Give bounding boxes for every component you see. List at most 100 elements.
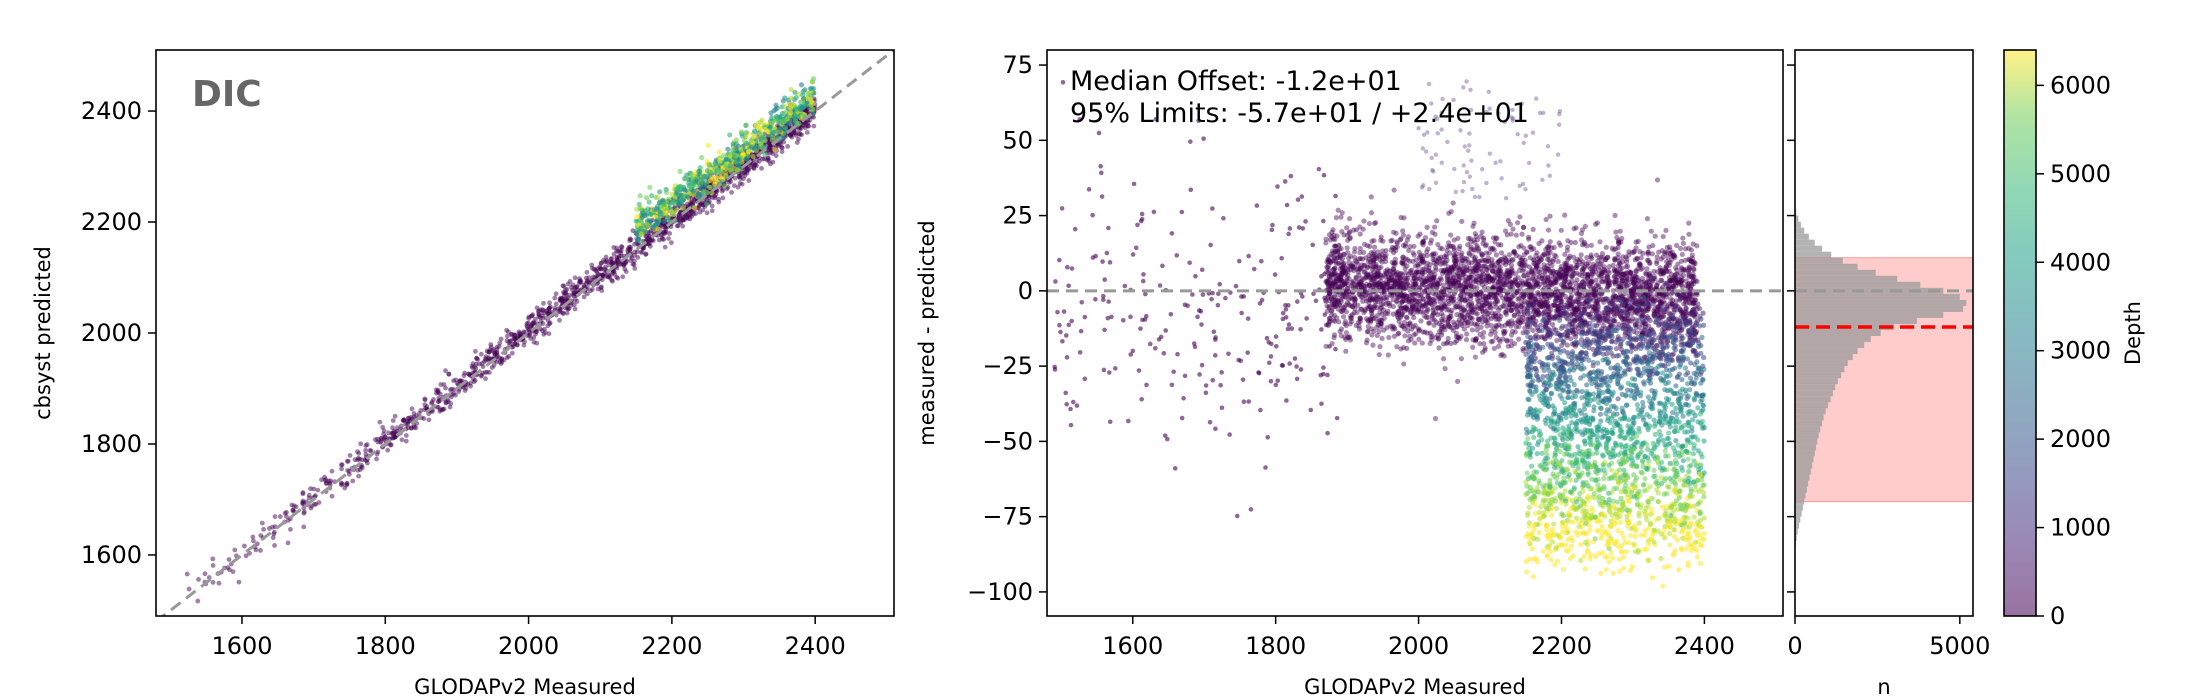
data-point (1616, 239, 1622, 246)
data-point (1432, 251, 1438, 257)
data-point (241, 543, 247, 549)
data-point (1140, 278, 1146, 284)
data-point (1126, 418, 1131, 424)
data-point (1460, 271, 1466, 277)
data-point (1395, 308, 1402, 314)
data-point (1682, 246, 1689, 252)
data-point (1334, 415, 1340, 421)
data-point (1430, 284, 1436, 290)
data-point (1456, 283, 1463, 289)
data-point (1300, 294, 1305, 299)
data-point (1524, 281, 1531, 287)
data-point (1364, 329, 1370, 335)
data-point (731, 183, 737, 189)
data-point (1404, 304, 1410, 310)
data-point (1388, 277, 1394, 283)
data-point (1516, 244, 1522, 250)
data-point (1590, 261, 1596, 267)
data-point (1457, 283, 1464, 289)
data-point (504, 333, 510, 339)
data-point (1501, 330, 1508, 336)
data-point (1497, 292, 1504, 298)
data-point (1445, 318, 1451, 325)
data-point (405, 425, 411, 431)
data-point (1525, 271, 1531, 278)
data-point (806, 123, 812, 129)
data-point (1440, 356, 1447, 362)
data-point (1568, 239, 1574, 246)
data-point (1467, 274, 1473, 281)
data-point (1514, 303, 1521, 309)
data-point (1635, 238, 1641, 244)
data-point (1396, 294, 1403, 300)
data-point (1142, 317, 1148, 322)
data-point (1623, 278, 1629, 284)
data-point (1391, 324, 1397, 330)
data-point (1686, 264, 1692, 270)
data-point (1527, 284, 1533, 290)
data-point (1241, 399, 1247, 404)
data-point (1259, 258, 1264, 264)
data-point (1686, 270, 1692, 276)
data-point (1373, 279, 1379, 285)
data-point (1521, 309, 1527, 315)
data-point (787, 110, 794, 116)
data-point (1470, 223, 1476, 229)
data-point (1479, 305, 1485, 311)
data-point (1690, 241, 1696, 247)
data-point (1459, 312, 1465, 318)
data-point (1401, 326, 1408, 332)
data-point (301, 509, 307, 515)
data-point (1280, 310, 1286, 316)
data-point (638, 249, 644, 255)
data-point (1652, 294, 1658, 300)
data-point (762, 126, 768, 133)
data-point (461, 373, 467, 378)
data-point (1571, 331, 1577, 337)
data-point (1509, 267, 1515, 273)
data-point (1543, 216, 1549, 223)
data-point (254, 541, 260, 547)
data-point (514, 342, 520, 348)
data-point (1391, 187, 1397, 193)
data-point (804, 95, 811, 102)
data-point (1333, 193, 1338, 199)
data-point (1631, 276, 1637, 283)
data-point (510, 342, 516, 347)
data-point (196, 576, 201, 582)
data-point (1529, 269, 1535, 275)
data-point (1336, 261, 1341, 266)
data-point (1481, 257, 1487, 263)
data-point (1324, 278, 1330, 284)
data-point (1434, 281, 1440, 288)
data-point (1534, 260, 1540, 266)
data-point (581, 294, 587, 300)
data-point (731, 151, 737, 157)
data-point (1463, 267, 1469, 273)
data-point (1401, 243, 1407, 249)
data-point (1568, 302, 1574, 308)
data-point (623, 269, 629, 275)
data-point (657, 209, 663, 215)
data-point (529, 313, 535, 319)
data-point (1128, 314, 1133, 320)
data-point (1402, 333, 1408, 339)
data-point (1063, 333, 1069, 338)
data-point (1595, 258, 1601, 264)
data-point (463, 385, 469, 391)
data-point (1388, 238, 1394, 244)
data-point (1057, 322, 1062, 328)
data-point (680, 205, 686, 211)
data-point (399, 437, 405, 443)
data-point (1465, 242, 1471, 248)
data-point (1468, 274, 1474, 280)
data-point (1099, 170, 1104, 176)
data-point (1308, 407, 1314, 413)
scatter-panel: DIC 1600 1800 2000 2200 2400 160018002000220… (31, 49, 895, 699)
data-point (1376, 265, 1382, 271)
data-point (1391, 333, 1397, 339)
data-point (1288, 173, 1294, 179)
data-point (1492, 301, 1498, 307)
data-point (1141, 272, 1146, 277)
data-point (309, 503, 315, 509)
